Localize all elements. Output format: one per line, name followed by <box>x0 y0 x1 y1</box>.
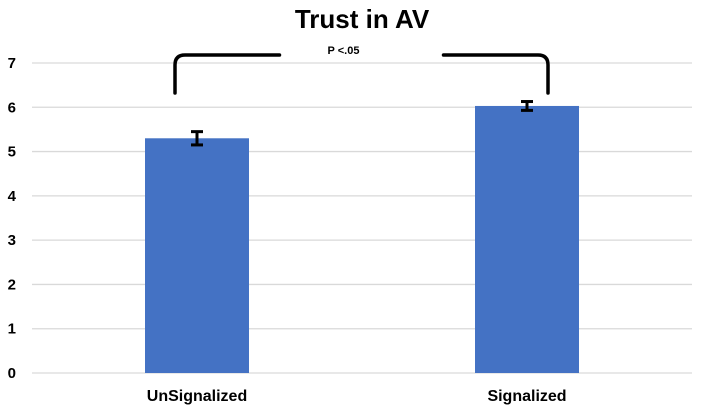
y-tick-label: 4 <box>8 188 17 205</box>
bars <box>145 105 579 373</box>
y-tick-label: 3 <box>8 232 16 249</box>
bar <box>145 138 249 373</box>
error-bar <box>191 130 203 147</box>
y-tick-label: 6 <box>8 99 16 116</box>
gridlines <box>32 62 692 374</box>
error-bars <box>191 100 533 147</box>
x-tick-label: UnSignalized <box>147 388 247 405</box>
y-tick-label: 2 <box>8 276 16 293</box>
y-tick-label: 0 <box>8 365 16 382</box>
x-axis-labels: UnSignalized Signalized <box>147 388 567 405</box>
y-tick-label: 5 <box>8 144 16 161</box>
significance-bracket <box>173 53 550 95</box>
y-tick-label: 1 <box>8 321 16 338</box>
chart-title: Trust in AV <box>295 4 430 34</box>
x-tick-label: Signalized <box>487 388 566 405</box>
y-axis-ticks: 0 1 2 3 4 5 6 7 <box>8 55 17 382</box>
error-bar <box>521 100 533 112</box>
bar <box>475 105 579 373</box>
y-tick-label: 7 <box>8 55 16 72</box>
significance-label: P <.05 <box>328 45 360 57</box>
